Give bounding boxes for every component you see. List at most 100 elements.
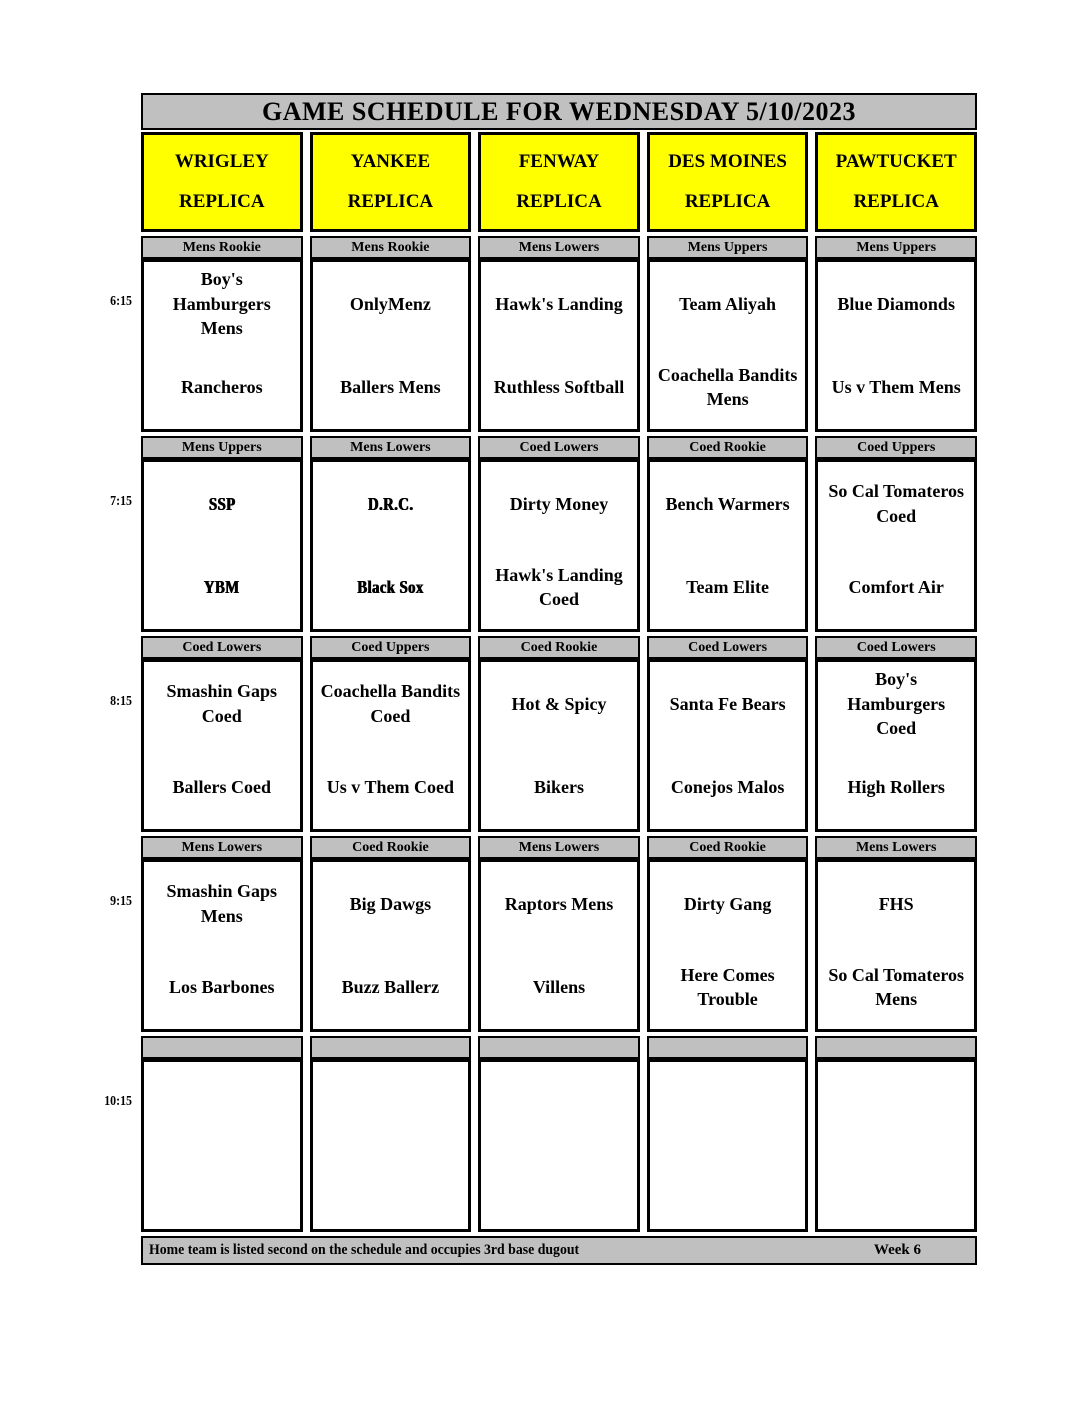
division-label: Mens Lowers: [815, 836, 977, 859]
away-team-slot: So Cal Tomateros Coed: [818, 462, 974, 546]
time-block: [141, 1036, 977, 1232]
home-team-slot: [144, 1146, 300, 1230]
division-label: Mens Uppers: [815, 236, 977, 259]
field-header-wrigley: WRIGLEY REPLICA: [141, 132, 303, 232]
field-name: DES MOINES: [668, 151, 787, 172]
away-team: Dirty Money: [509, 493, 609, 514]
home-team-slot: Hawk's Landing Coed: [481, 546, 637, 630]
division-label-text: Coed Lowers: [519, 439, 599, 455]
home-team-slot: So Cal Tomateros Mens: [818, 946, 974, 1030]
division-label: Coed Lowers: [646, 636, 809, 659]
away-team: Dirty Gang: [683, 893, 772, 914]
division-row: Coed Lowers Coed Uppers Coed Rookie Coed…: [141, 636, 977, 659]
time-label: 10:15: [104, 1094, 132, 1109]
division-label-text: Coed Lowers: [688, 639, 768, 655]
division-label-text: Mens Lowers: [350, 439, 431, 455]
field-header-fenway: FENWAY REPLICA: [478, 132, 640, 232]
home-team-slot: Team Elite: [650, 546, 806, 630]
away-team: Smashin Gaps Mens: [166, 881, 278, 926]
away-team: Raptors Mens: [504, 893, 614, 914]
games-row: [141, 1059, 977, 1232]
division-label: [815, 1036, 977, 1059]
time-label: 6:15: [110, 294, 132, 309]
home-team-slot: Comfort Air: [818, 546, 974, 630]
away-team-slot: Boy's Hamburgers Mens: [144, 262, 300, 346]
schedule-title-text: GAME SCHEDULE FOR WEDNESDAY 5/10/2023: [262, 96, 856, 126]
home-team: Team Elite: [686, 577, 769, 598]
field-name: YANKEE: [350, 151, 431, 172]
home-team-slot: High Rollers: [818, 746, 974, 830]
division-label-text: Coed Rookie: [352, 839, 429, 855]
home-team: Rancheros: [180, 377, 263, 398]
games-row: SSP YBM D.R.C. Black Sox Dirty Money Haw…: [141, 459, 977, 632]
home-team: Coachella Bandits Mens: [657, 364, 798, 410]
game-cell: [646, 1059, 809, 1232]
home-team-slot: Buzz Ballerz: [313, 946, 469, 1030]
game-cell: Raptors Mens Villens: [478, 859, 640, 1032]
away-team: Boy's Hamburgers Coed: [847, 669, 946, 738]
games-row: Smashin Gaps Mens Los Barbones Big Dawgs…: [141, 859, 977, 1032]
away-team-slot: [144, 1062, 300, 1146]
field-type: REPLICA: [684, 191, 771, 212]
game-cell: Smashin Gaps Mens Los Barbones: [141, 859, 303, 1032]
division-label-text: Coed Rookie: [689, 839, 766, 855]
away-team-slot: Dirty Money: [481, 462, 637, 546]
time-label: 9:15: [110, 894, 132, 909]
division-label: [141, 1036, 303, 1059]
home-team: So Cal Tomateros Mens: [828, 964, 965, 1010]
home-team-slot: Coachella Bandits Mens: [650, 346, 806, 430]
away-team: Santa Fe Bears: [669, 693, 786, 714]
division-label: Coed Uppers: [309, 636, 472, 659]
away-team: OnlyMenz: [349, 293, 431, 314]
division-label-text: Coed Rookie: [689, 439, 766, 455]
game-cell: D.R.C. Black Sox: [309, 459, 472, 632]
away-team-slot: Blue Diamonds: [818, 262, 974, 346]
game-cell: Blue Diamonds Us v Them Mens: [815, 259, 977, 432]
division-label: Mens Uppers: [141, 436, 303, 459]
away-team: Hot & Spicy: [511, 693, 607, 714]
away-team-slot: Smashin Gaps Mens: [144, 862, 300, 946]
home-team: Ballers Mens: [340, 377, 441, 398]
division-label: Coed Rookie: [646, 436, 809, 459]
away-team-slot: Bench Warmers: [650, 462, 806, 546]
division-label: [309, 1036, 472, 1059]
division-label: Coed Lowers: [478, 436, 640, 459]
game-cell: Dirty Gang Here Comes Trouble: [646, 859, 809, 1032]
game-cell: Bench Warmers Team Elite: [646, 459, 809, 632]
home-team: Ballers Coed: [172, 777, 272, 798]
home-team-slot: Black Sox: [313, 546, 469, 630]
division-label: Mens Uppers: [646, 236, 809, 259]
division-label: Coed Lowers: [815, 636, 977, 659]
division-label: Mens Lowers: [309, 436, 472, 459]
division-label: [646, 1036, 809, 1059]
game-cell: Dirty Money Hawk's Landing Coed: [478, 459, 640, 632]
home-team: Bikers: [533, 777, 584, 798]
field-type: REPLICA: [347, 191, 434, 212]
away-team-slot: [313, 1062, 469, 1146]
away-team: Smashin Gaps Coed: [166, 681, 278, 726]
away-team-slot: D.R.C.: [313, 462, 469, 546]
away-team-slot: SSP: [144, 462, 300, 546]
away-team-slot: Coachella Bandits Coed: [313, 662, 469, 746]
game-cell: FHS So Cal Tomateros Mens: [815, 859, 977, 1032]
home-team-slot: Ruthless Softball: [481, 346, 637, 430]
division-label-text: Mens Lowers: [181, 839, 263, 855]
field-header-yankee: YANKEE REPLICA: [309, 132, 472, 232]
game-cell: Hawk's Landing Ruthless Softball: [478, 259, 640, 432]
home-team-slot: [818, 1146, 974, 1230]
away-team: Bench Warmers: [665, 493, 790, 514]
home-team-slot: Villens: [481, 946, 637, 1030]
home-team-slot: [481, 1146, 637, 1230]
away-team-slot: Smashin Gaps Coed: [144, 662, 300, 746]
division-label-text: Mens Uppers: [856, 239, 937, 255]
division-label: Coed Uppers: [815, 436, 977, 459]
home-team-slot: Us v Them Mens: [818, 346, 974, 430]
division-label-text: Mens Uppers: [687, 239, 768, 255]
home-team: Hawk's Landing Coed: [495, 564, 623, 610]
away-team-slot: [481, 1062, 637, 1146]
division-label: Coed Rookie: [309, 836, 472, 859]
home-team: Here Comes Trouble: [680, 964, 775, 1010]
schedule-body: Mens Rookie Mens Rookie Mens Lowers Mens…: [141, 236, 977, 1232]
home-team-slot: [313, 1146, 469, 1230]
